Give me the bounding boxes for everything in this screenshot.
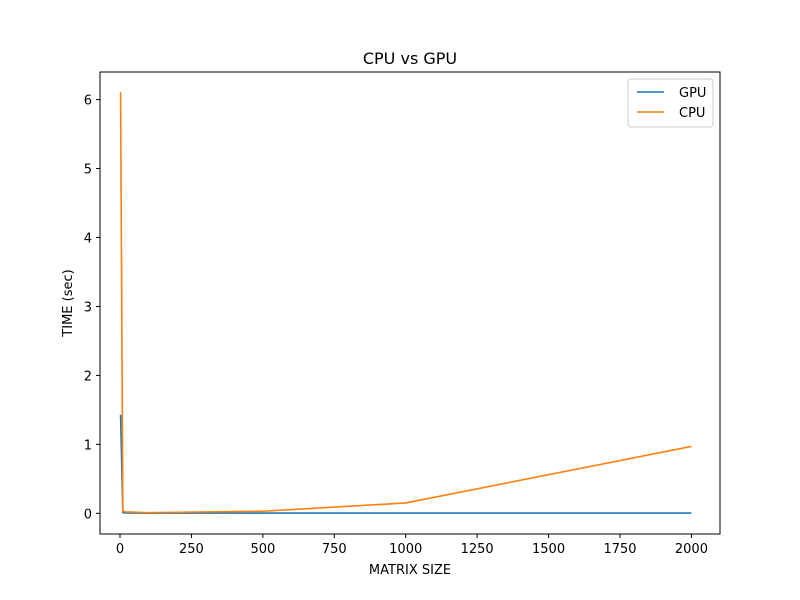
y-tick-label: 5 bbox=[84, 163, 92, 178]
series-line-cpu bbox=[119, 91, 692, 514]
x-tick-label: 250 bbox=[179, 542, 204, 557]
legend-label-cpu: CPU bbox=[679, 106, 705, 121]
x-tick-label: 1250 bbox=[461, 542, 494, 557]
y-axis-title: TIME (sec) bbox=[61, 269, 76, 337]
y-tick-label: 2 bbox=[84, 369, 92, 384]
legend: GPU CPU bbox=[627, 78, 714, 128]
plot-frame bbox=[99, 71, 721, 535]
x-axis: 0 250 500 750 1000 1250 1500 1750 2000 bbox=[116, 534, 708, 557]
series-layer bbox=[119, 91, 692, 514]
x-tick-label: 0 bbox=[116, 542, 124, 557]
x-tick-label: 1750 bbox=[603, 542, 636, 557]
chart-title: CPU vs GPU bbox=[363, 49, 457, 68]
y-tick-label: 1 bbox=[84, 438, 92, 453]
x-tick-label: 750 bbox=[322, 542, 347, 557]
y-tick-label: 0 bbox=[84, 507, 92, 522]
legend-label-gpu: GPU bbox=[679, 86, 706, 101]
x-tick-label: 500 bbox=[250, 542, 275, 557]
y-tick-label: 3 bbox=[84, 300, 92, 315]
x-axis-title: MATRIX SIZE bbox=[369, 563, 451, 578]
x-tick-label: 1500 bbox=[532, 542, 565, 557]
x-tick-label: 2000 bbox=[675, 542, 708, 557]
x-tick-label: 1000 bbox=[389, 542, 422, 557]
y-tick-label: 6 bbox=[84, 94, 92, 109]
y-axis: 0 1 2 3 4 5 6 bbox=[84, 94, 100, 522]
legend-box bbox=[627, 78, 714, 128]
y-tick-label: 4 bbox=[84, 231, 92, 246]
